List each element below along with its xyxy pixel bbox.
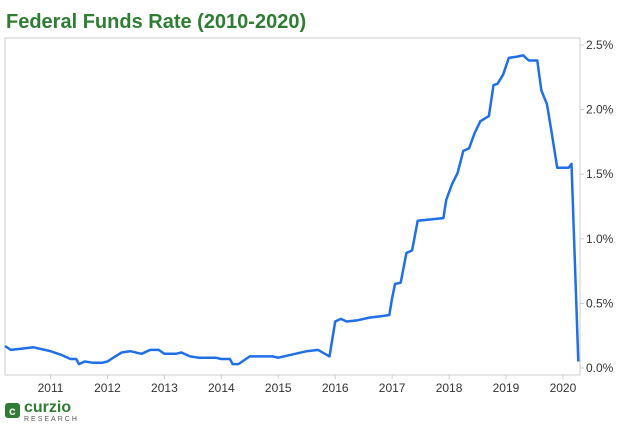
logo: c curzio RESEARCH: [5, 399, 79, 423]
x-tick-label: 2019: [493, 381, 520, 395]
x-tick-label: 2017: [379, 381, 406, 395]
x-tick-label: 2020: [550, 381, 577, 395]
y-tick-label: 1.5%: [586, 167, 614, 181]
y-tick-label: 0.5%: [586, 296, 614, 310]
x-tick-label: 2012: [94, 381, 121, 395]
y-tick-label: 2.5%: [586, 38, 614, 52]
y-tick-label: 1.0%: [586, 232, 614, 246]
logo-tagline: RESEARCH: [24, 416, 79, 423]
logo-name: curzio: [24, 399, 71, 416]
x-tick-label: 2014: [208, 381, 235, 395]
x-tick-label: 2015: [265, 381, 292, 395]
y-tick-label: 2.0%: [586, 103, 614, 117]
plot-frame: [4, 37, 581, 376]
x-tick-label: 2018: [436, 381, 463, 395]
logo-icon-letter: c: [9, 404, 16, 418]
logo-icon: [5, 403, 20, 418]
y-tick-label: 0.0%: [586, 361, 614, 375]
data-line: [4, 54, 580, 366]
chart-title: Federal Funds Rate (2010-2020): [6, 11, 306, 33]
x-tick-label: 2011: [38, 381, 64, 395]
x-tick-label: 2013: [151, 381, 178, 395]
x-tick-label: 2016: [322, 381, 349, 395]
